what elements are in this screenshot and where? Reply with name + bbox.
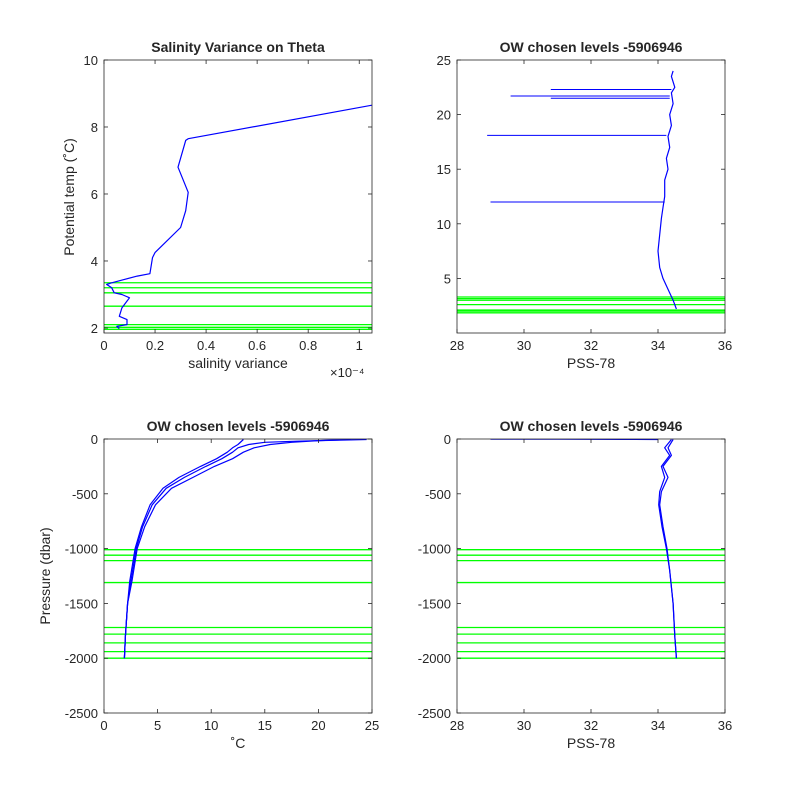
y-tick-label: 0	[91, 432, 98, 447]
y-tick-label: -1000	[65, 542, 98, 557]
plot-area	[104, 439, 372, 659]
chart-title: OW chosen levels -5906946	[500, 39, 683, 55]
x-tick-label: 20	[311, 718, 325, 733]
axes-box	[456, 438, 726, 714]
y-tick-label: 15	[437, 162, 451, 177]
x-tick-label: 0	[100, 718, 107, 733]
x-axis-label: ˚C	[231, 735, 246, 751]
y-tick-label: -500	[425, 487, 451, 502]
profile-series-line	[123, 439, 367, 659]
y-tick-label: 0	[444, 432, 451, 447]
panel-ow-levels-theta-salinity: OW chosen levels -5906946 PSS-78 28 30 32 3…	[437, 39, 733, 371]
chart-title: OW chosen levels -5906946	[500, 418, 683, 434]
x-tick-label: 34	[651, 338, 665, 353]
plot-area	[457, 439, 725, 659]
x-tick-label: 25	[365, 718, 379, 733]
x-tick-label: 28	[450, 338, 464, 353]
y-tick-label: -2500	[65, 706, 98, 721]
y-tick-label: 25	[437, 53, 451, 68]
axes-box	[456, 59, 726, 334]
x-tick-label: 32	[584, 718, 598, 733]
x-tick-label: 36	[718, 718, 732, 733]
panel-salinity-variance: Salinity Variance on Theta salinity vari…	[61, 39, 373, 380]
x-tick-label: 0.6	[248, 338, 266, 353]
x-axis-exponent: ×10⁻⁴	[330, 365, 365, 380]
x-tick-label: 10	[204, 718, 218, 733]
panel-ow-levels-pressure-temperature: OW chosen levels -5906946 ˚C Pressure (d…	[37, 418, 379, 751]
axes-box	[103, 438, 373, 714]
chart-title: Salinity Variance on Theta	[151, 39, 325, 55]
y-tick-label: 8	[91, 120, 98, 135]
profile-series-line	[659, 439, 677, 659]
plot-area	[457, 70, 725, 314]
profile-series-line	[105, 104, 372, 330]
y-tick-label: -2000	[65, 651, 98, 666]
x-tick-label: 0.2	[146, 338, 164, 353]
profile-series-line	[123, 439, 351, 659]
plot-area	[104, 104, 372, 330]
y-tick-label: -1500	[418, 596, 451, 611]
y-tick-label: 4	[91, 254, 98, 269]
x-tick-label: 5	[154, 718, 161, 733]
x-tick-label: 0.8	[299, 338, 317, 353]
x-tick-label: 28	[450, 718, 464, 733]
y-tick-label: 6	[91, 187, 98, 202]
profile-series-line	[657, 70, 677, 310]
x-axis-label: PSS-78	[567, 735, 615, 751]
x-tick-label: 36	[718, 338, 732, 353]
y-axis-label: Potential temp (˚C)	[61, 138, 77, 255]
y-tick-label: 10	[437, 217, 451, 232]
y-tick-label: -2000	[418, 651, 451, 666]
y-tick-label: 2	[91, 321, 98, 336]
y-tick-label: 5	[444, 271, 451, 286]
chart-title: OW chosen levels -5906946	[147, 418, 330, 434]
y-tick-label: -2500	[418, 706, 451, 721]
y-tick-label: 20	[437, 108, 451, 123]
profile-series-line	[123, 439, 244, 659]
x-tick-label: 0.4	[197, 338, 215, 353]
x-axis-label: salinity variance	[188, 355, 288, 371]
x-tick-label: 32	[584, 338, 598, 353]
axes-box	[103, 59, 373, 334]
y-tick-label: 10	[84, 53, 98, 68]
x-tick-label: 34	[651, 718, 665, 733]
panel-ow-levels-pressure-salinity: OW chosen levels -5906946 PSS-78 28 30 32 3…	[418, 418, 732, 751]
x-tick-label: 30	[517, 718, 531, 733]
y-tick-label: -1500	[65, 596, 98, 611]
y-tick-label: -500	[72, 487, 98, 502]
x-tick-label: 15	[258, 718, 272, 733]
x-tick-label: 0	[100, 338, 107, 353]
x-tick-label: 1	[356, 338, 363, 353]
y-tick-label: -1000	[418, 542, 451, 557]
x-axis-label: PSS-78	[567, 355, 615, 371]
x-tick-label: 30	[517, 338, 531, 353]
y-axis-label: Pressure (dbar)	[37, 527, 53, 624]
